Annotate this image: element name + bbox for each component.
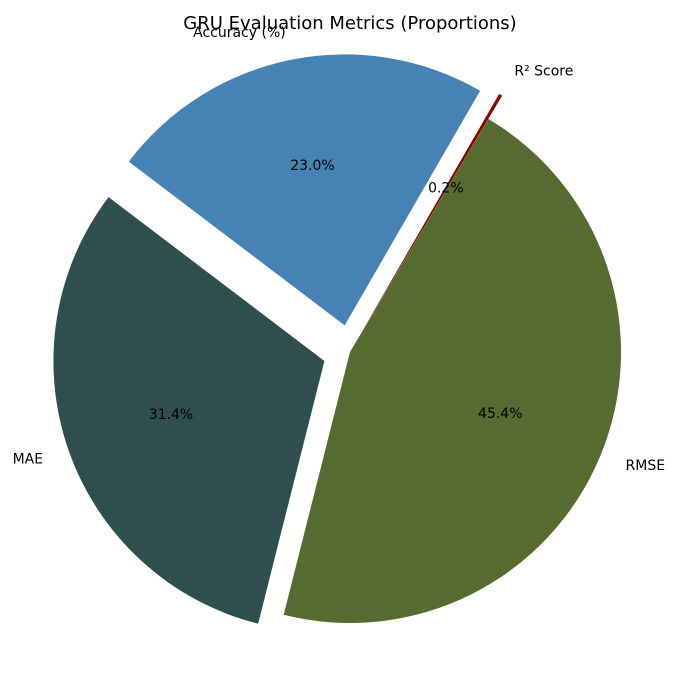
pie-slice-accuracy xyxy=(128,54,481,326)
slice-percent-label: 23.0% xyxy=(290,158,334,174)
labels-layer: Accuracy (%) 23.0% MAE 31.4% RMSE 45.4% R² Sco… xyxy=(13,25,665,474)
slices-layer xyxy=(53,54,622,624)
slice-label: RMSE xyxy=(626,458,666,474)
pie-slice-mae xyxy=(53,197,325,624)
slice-percent-label: 0.2% xyxy=(428,180,464,196)
slice-label: MAE xyxy=(13,452,44,468)
slice-label: Accuracy (%) xyxy=(193,25,286,41)
slice-label: R² Score xyxy=(514,63,573,79)
pie-slice-r-score xyxy=(363,93,503,329)
pie-slice-rmse xyxy=(283,119,622,623)
chart-title: GRU Evaluation Metrics (Proportions) xyxy=(183,13,516,34)
slice-percent-label: 31.4% xyxy=(149,407,193,423)
slice-percent-label: 45.4% xyxy=(478,406,522,422)
